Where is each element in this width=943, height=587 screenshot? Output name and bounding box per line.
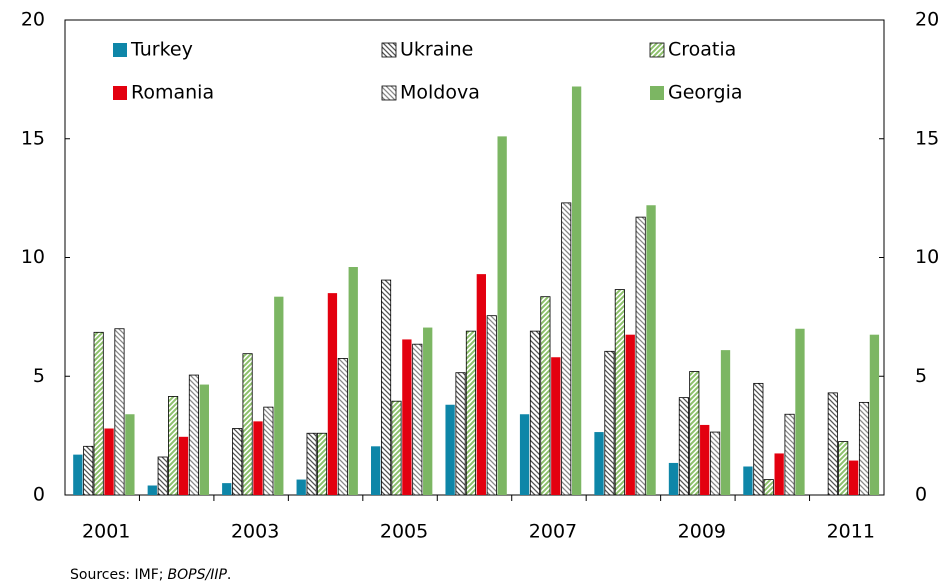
y-tick-label: 5 [33, 365, 45, 387]
note-end: . [227, 567, 231, 583]
bar [412, 343, 423, 496]
bar [423, 327, 433, 495]
y2-tick-label: 5 [915, 365, 927, 387]
legend-swatch [650, 86, 664, 100]
legend-swatch [113, 86, 127, 100]
bar [455, 372, 466, 496]
bar [445, 404, 455, 495]
bar [720, 350, 731, 495]
bar [668, 462, 679, 495]
legend-label: Turkey [130, 39, 193, 61]
bar [743, 466, 753, 495]
source-note: Sources: IMF; BOPS/IIP. [70, 567, 231, 583]
bar [104, 428, 114, 495]
bar [327, 293, 338, 495]
bar [858, 401, 870, 496]
bar [571, 86, 582, 495]
bar [391, 400, 402, 496]
y2-tick-label: 10 [915, 246, 939, 268]
legend-swatch [381, 85, 397, 101]
y-tick-label: 10 [21, 246, 45, 268]
bar [700, 424, 710, 495]
y2-tick-label: 20 [915, 9, 939, 31]
y2-tick-label: 15 [915, 127, 939, 149]
x-tick-label: 2007 [529, 521, 577, 543]
legend-label: Ukraine [400, 39, 473, 61]
bar [795, 328, 805, 495]
bar [125, 414, 135, 495]
bar [594, 432, 604, 495]
bar [561, 202, 572, 496]
x-tick-label: 2003 [231, 521, 279, 543]
bar [83, 445, 94, 496]
note-text: Sources: IMF; [70, 567, 164, 583]
bar [497, 136, 507, 495]
bar [402, 339, 412, 495]
bar [93, 331, 104, 496]
bar [827, 392, 838, 496]
bar [753, 382, 764, 496]
bar [73, 454, 83, 495]
bar [147, 485, 157, 495]
bar [604, 350, 615, 496]
y2-tick-label: 0 [915, 484, 927, 506]
bar [232, 428, 243, 496]
x-tick-label: 2009 [678, 521, 726, 543]
legend-swatch [381, 42, 397, 58]
bar [678, 397, 689, 496]
bar [486, 315, 497, 496]
bar [114, 328, 125, 496]
bar [635, 216, 646, 496]
bar [763, 479, 774, 496]
note-italic: BOPS/IIP [168, 567, 228, 583]
bar [188, 374, 199, 496]
x-tick-label: 2011 [827, 521, 875, 543]
bar [242, 353, 253, 496]
y-tick-label: 15 [21, 127, 45, 149]
bar [540, 296, 551, 496]
bar [838, 441, 849, 496]
bar [689, 371, 700, 496]
x-tick-label: 2001 [82, 521, 130, 543]
bar [381, 279, 392, 496]
bar [263, 406, 274, 496]
bar [614, 289, 625, 496]
legend-label: Moldova [400, 82, 480, 104]
bar [519, 414, 530, 495]
y-tick-label: 0 [33, 484, 45, 506]
bar [784, 413, 795, 496]
bar [157, 456, 168, 496]
bar [348, 267, 358, 495]
legend-label: Georgia [668, 82, 743, 104]
bar [646, 205, 656, 495]
bar [222, 483, 232, 495]
legend-label: Romania [131, 82, 214, 104]
x-tick-label: 2005 [380, 521, 428, 543]
bar [296, 479, 306, 495]
bar [710, 431, 721, 496]
bar [274, 296, 284, 495]
bar [306, 432, 317, 496]
bar [529, 330, 541, 496]
bar [316, 432, 328, 496]
bar [774, 453, 784, 495]
legend-swatch [113, 43, 127, 57]
legend-swatch [649, 42, 665, 58]
bar [199, 384, 209, 495]
bar [625, 334, 635, 495]
bar [476, 274, 486, 495]
bar [253, 421, 263, 495]
bar [168, 396, 179, 496]
legend-label: Croatia [668, 39, 736, 61]
y-tick-label: 20 [21, 9, 45, 31]
bar [371, 446, 381, 495]
bar [178, 436, 189, 495]
bar [848, 460, 859, 495]
bar [465, 330, 476, 496]
bar [869, 334, 880, 495]
bar [551, 357, 561, 495]
bar [337, 358, 348, 496]
